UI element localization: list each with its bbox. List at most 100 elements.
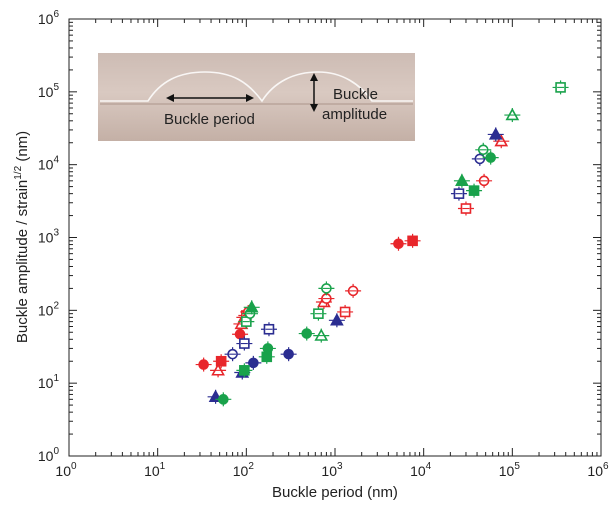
marker-square — [468, 185, 480, 196]
marker-circle — [485, 152, 496, 163]
marker-circle — [301, 328, 313, 339]
amplitude-arrow — [310, 73, 318, 112]
x-tick-exponent: 1 — [160, 461, 166, 472]
inset-label-amplitude-line2: amplitude — [322, 106, 387, 123]
data-point-blue-square-open — [260, 322, 277, 337]
y-tick-base: 10 — [38, 375, 54, 391]
y-tick-exponent: 0 — [53, 446, 59, 457]
marker-circle — [234, 328, 246, 340]
y-tick-exponent: 6 — [53, 9, 59, 20]
data-point-green-square-filled — [466, 183, 483, 198]
x-tick-base: 10 — [55, 463, 71, 479]
data-points — [195, 80, 569, 407]
inset-label-period: Buckle period — [164, 111, 255, 128]
marker-triangle — [330, 313, 344, 326]
data-point-red-circle-filled — [390, 236, 407, 251]
y-tick-label: 101 — [38, 373, 60, 391]
marker-circle — [198, 359, 209, 370]
y-tick-label: 102 — [38, 300, 60, 318]
data-point-green-circle-filled — [482, 150, 499, 165]
inset-photo: Buckle period Buckle amplitude — [98, 53, 415, 141]
marker-square — [239, 365, 250, 376]
y-tick-base: 10 — [38, 84, 54, 100]
data-point-green-triangle-filled — [243, 300, 260, 315]
x-tick-exponent: 2 — [248, 461, 254, 472]
x-tick-exponent: 0 — [71, 461, 77, 472]
data-point-red-triangle-open — [210, 363, 227, 378]
data-point-green-circle-open — [475, 142, 492, 157]
data-point-blue-circle-open — [224, 347, 241, 362]
marker-circle — [262, 343, 274, 354]
data-point-red-circle-open — [476, 173, 493, 188]
data-point-green-triangle-open — [313, 328, 330, 343]
y-axis-title: Buckle amplitude / strain1/2 (nm) — [13, 131, 31, 343]
y-tick-base: 10 — [38, 157, 54, 173]
y-tick-exponent: 1 — [53, 373, 59, 384]
y-tick-base: 10 — [38, 230, 54, 246]
y-tick-label: 103 — [38, 228, 60, 246]
x-tick-base: 10 — [321, 463, 337, 479]
data-point-red-square-open — [457, 201, 474, 216]
marker-circle — [393, 238, 404, 250]
data-point-green-triangle-open — [504, 107, 521, 123]
x-tick-exponent: 5 — [514, 461, 520, 472]
x-tick-label: 100 — [55, 461, 77, 479]
x-tick-label: 105 — [499, 461, 521, 479]
x-tick-exponent: 4 — [426, 461, 432, 472]
x-tick-exponent: 3 — [337, 461, 343, 472]
data-point-red-circle-open — [345, 283, 362, 298]
data-point-green-square-open — [310, 306, 327, 321]
marker-square — [261, 351, 273, 363]
x-axis-title: Buckle period (nm) — [272, 484, 398, 501]
x-tick-base: 10 — [587, 463, 603, 479]
data-point-blue-triangle-filled — [328, 313, 345, 328]
y-tick-base: 10 — [38, 11, 54, 27]
x-tick-label: 104 — [410, 461, 432, 479]
data-point-red-square-open — [337, 304, 354, 319]
marker-triangle — [488, 127, 503, 140]
data-point-green-square-open — [552, 80, 569, 95]
x-tick-label: 106 — [587, 461, 609, 479]
data-point-red-circle-filled — [195, 357, 212, 372]
x-tick-label: 101 — [144, 461, 166, 479]
marker-circle — [248, 357, 259, 369]
x-axis-ticks: 100 101 102 103 104 105 106 — [55, 19, 609, 479]
y-tick-label: 105 — [38, 82, 60, 100]
y-axis-title-sup: 1/2 — [13, 165, 24, 179]
data-point-green-triangle-filled — [453, 173, 470, 188]
inset-buckle-profile — [100, 71, 413, 103]
x-tick-base: 10 — [144, 463, 160, 479]
marker-circle — [283, 348, 294, 360]
data-point-green-circle-open — [318, 281, 335, 296]
data-point-green-square-filled — [236, 363, 253, 378]
y-tick-label: 104 — [38, 155, 60, 173]
y-axis-title-main: Buckle amplitude / strain — [14, 180, 31, 343]
x-tick-base: 10 — [410, 463, 426, 479]
data-point-blue-square-open — [236, 336, 253, 351]
data-point-blue-circle-filled — [280, 347, 297, 362]
data-point-blue-square-open — [450, 186, 467, 201]
data-point-green-circle-filled — [215, 392, 232, 407]
y-tick-exponent: 4 — [53, 155, 59, 166]
marker-triangle — [244, 300, 259, 313]
inset-label-amplitude-line1: Buckle — [333, 86, 378, 103]
x-tick-base: 10 — [233, 463, 249, 479]
x-tick-exponent: 6 — [603, 461, 609, 472]
data-point-green-circle-filled — [259, 341, 276, 356]
data-point-red-square-filled — [213, 354, 230, 369]
y-tick-label: 106 — [38, 9, 60, 27]
y-tick-base: 10 — [38, 448, 54, 464]
marker-square — [215, 355, 227, 367]
x-tick-label: 102 — [233, 461, 255, 479]
marker-triangle — [455, 173, 469, 187]
y-axis-title-unit: (nm) — [14, 131, 31, 166]
y-tick-exponent: 5 — [53, 82, 59, 93]
y-tick-exponent: 3 — [53, 228, 59, 239]
data-point-green-circle-filled — [298, 326, 315, 341]
marker-triangle — [314, 328, 329, 341]
y-tick-base: 10 — [38, 302, 54, 318]
data-point-blue-triangle-filled — [487, 127, 504, 142]
x-tick-label: 103 — [321, 461, 343, 479]
